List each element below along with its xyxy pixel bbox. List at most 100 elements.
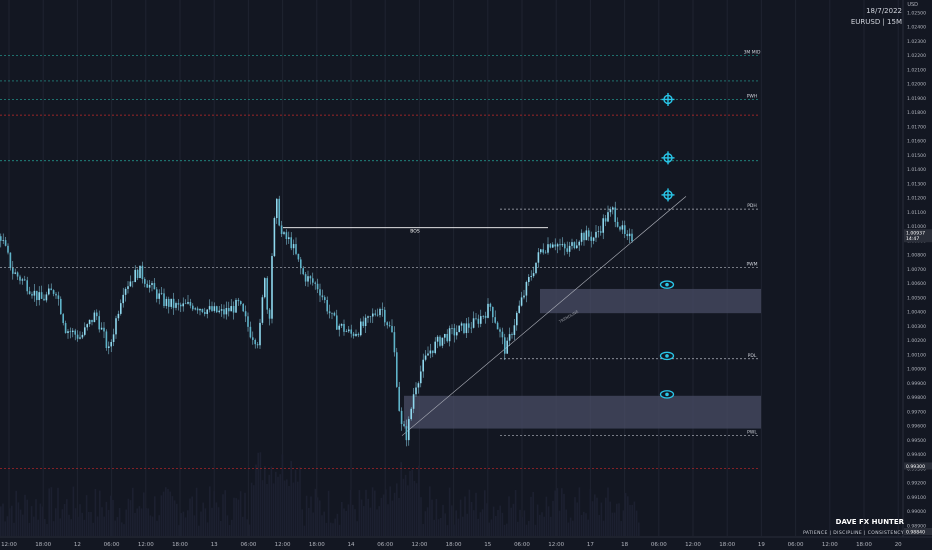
watermark-brand: DAVE FX HUNTER xyxy=(835,518,904,526)
volume-bar xyxy=(92,522,94,536)
candle-body xyxy=(232,306,235,313)
candle-body xyxy=(105,331,108,349)
volume-bar xyxy=(301,509,303,536)
volume-bar xyxy=(499,505,501,536)
volume-bar xyxy=(233,497,235,536)
volume-bar xyxy=(79,504,81,536)
volume-bar xyxy=(349,489,352,536)
price-tick-label: 1.00400 xyxy=(907,310,926,316)
time-axis[interactable]: 12:00 18:00 12 06:00 12:00 18:00 13 06:00 12:00 1… xyxy=(0,536,932,548)
volume-bar xyxy=(501,512,504,536)
price-marker-box xyxy=(904,528,932,535)
volume-bar xyxy=(442,504,444,536)
candle-body xyxy=(144,279,146,284)
candle-body xyxy=(420,371,422,384)
candle-body xyxy=(230,306,232,312)
volume-bar xyxy=(63,503,66,536)
price-axis[interactable]: 1.02500 1.02400 1.02300 1.02200 1.02100 1.020… xyxy=(902,0,932,537)
candle-body xyxy=(530,276,532,278)
volume-bar xyxy=(173,500,176,536)
volume-bar xyxy=(371,487,374,536)
time-tick-label: 18:00 xyxy=(172,542,188,548)
volume-bar xyxy=(374,490,376,536)
volume-bar xyxy=(261,480,264,536)
volume-bar xyxy=(226,515,229,536)
candle-body xyxy=(177,303,180,305)
volume-bar xyxy=(327,490,330,536)
price-tick-label: 0.99700 xyxy=(907,409,926,415)
price-tick-label: 1.00800 xyxy=(907,253,926,259)
candle-body xyxy=(516,312,518,326)
candle-body xyxy=(607,212,609,222)
candle-body xyxy=(12,268,14,274)
volume-bar xyxy=(547,506,550,536)
volume-bar xyxy=(536,504,539,536)
candle-body xyxy=(199,309,201,311)
price-tick-label: 1.01600 xyxy=(907,139,926,145)
price-tick-label: 1.01500 xyxy=(907,153,926,159)
volume-bar xyxy=(127,498,130,536)
volume-bar xyxy=(587,519,589,536)
volume-bar xyxy=(259,452,262,536)
volume-bar xyxy=(607,487,609,536)
candle-body xyxy=(307,276,309,282)
volume-bar xyxy=(385,489,387,536)
volume-bar xyxy=(363,506,365,536)
candle-body xyxy=(223,309,225,315)
candle-body xyxy=(508,334,511,341)
volume-bar xyxy=(591,501,594,536)
candle-body xyxy=(631,233,633,241)
price-tick-label: 1.01000 xyxy=(907,224,926,230)
volume-bar xyxy=(13,522,15,536)
candle-body xyxy=(559,244,561,246)
volume-bar xyxy=(114,520,116,536)
candle-body xyxy=(180,304,182,307)
candle-body xyxy=(528,277,530,283)
candle-body xyxy=(564,244,566,249)
candle-body xyxy=(412,394,415,409)
candle-body xyxy=(494,317,496,323)
volume-bar xyxy=(246,519,248,536)
candle-body xyxy=(249,326,252,338)
volume-bar xyxy=(19,509,22,536)
candle-body xyxy=(120,303,122,314)
price-tick-label: 1.02400 xyxy=(907,25,926,31)
candle-body xyxy=(280,225,283,234)
volume-bar xyxy=(213,491,215,536)
candle-body xyxy=(338,325,340,330)
level-label: PDH xyxy=(747,203,757,209)
volume-bar xyxy=(466,513,468,536)
price-tick-label: 1.02200 xyxy=(907,53,926,59)
candle-body xyxy=(50,288,52,291)
candle-body xyxy=(405,426,408,441)
volume-bar xyxy=(189,498,191,536)
candle-body xyxy=(444,333,446,338)
candle-body xyxy=(225,308,228,315)
volume-bar xyxy=(475,492,477,536)
volume-bar xyxy=(367,498,369,536)
volume-bar xyxy=(136,508,138,536)
price-tick-label: 1.01400 xyxy=(907,167,926,173)
volume-bar xyxy=(235,498,237,536)
volume-bar xyxy=(160,495,163,536)
time-tick-label: 06:00 xyxy=(377,542,393,548)
volume-bar xyxy=(380,497,383,536)
candle-body xyxy=(626,233,628,237)
candle-body xyxy=(388,325,391,326)
volume-bar xyxy=(217,507,220,536)
volume-bar xyxy=(550,516,552,536)
candle-body xyxy=(168,298,170,307)
candle-body xyxy=(475,318,477,319)
candle-body xyxy=(122,294,124,304)
volume-bar xyxy=(393,492,396,536)
chart-date: 18/7/2022 xyxy=(866,7,902,15)
volume-bar xyxy=(558,510,561,536)
candle-body xyxy=(614,207,616,222)
volume-bar xyxy=(90,511,92,536)
candle-body xyxy=(506,340,508,354)
volume-bar xyxy=(462,516,464,536)
volume-bar xyxy=(22,514,24,536)
candle-body xyxy=(434,341,436,354)
volume-bar xyxy=(580,514,583,536)
